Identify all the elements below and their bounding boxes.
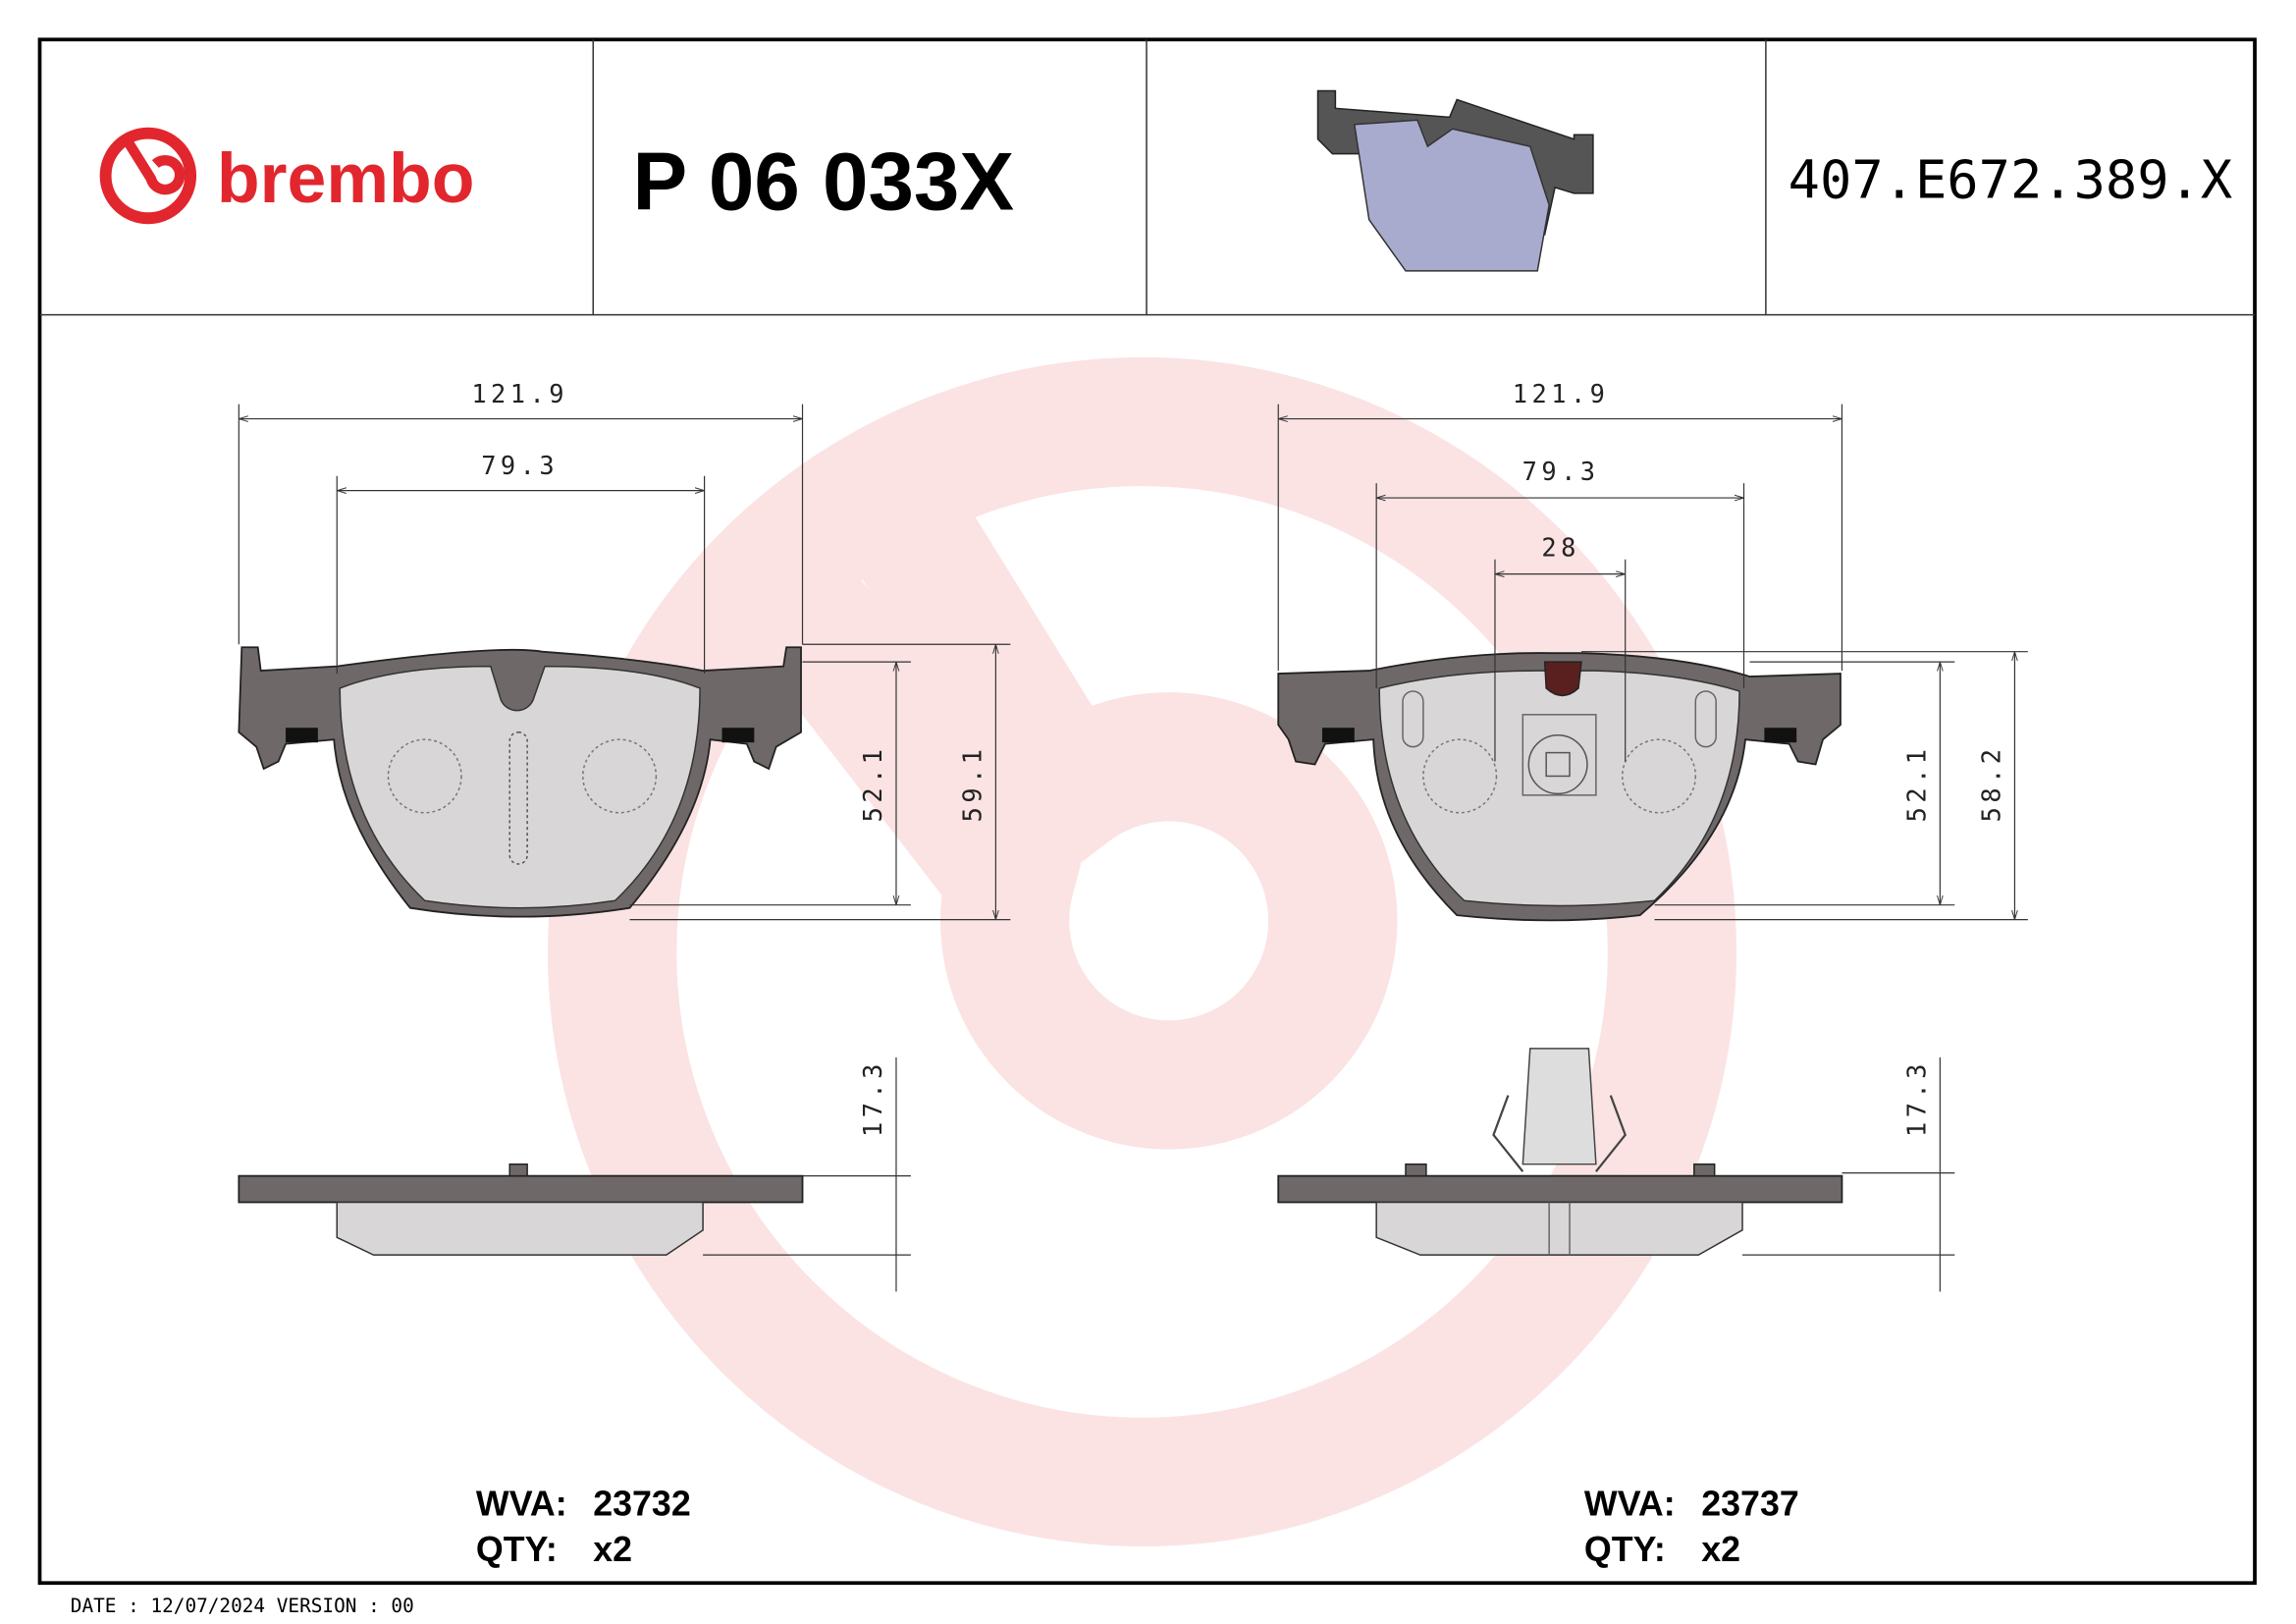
right-thickness: 17.3 (1901, 1059, 1931, 1137)
right-width-friction: 79.3 (1522, 457, 1600, 486)
right-qty-label: QTY: (1584, 1530, 1666, 1569)
left-dimensions (238, 404, 1011, 1292)
right-height-overall: 58.2 (1977, 744, 2006, 822)
left-pad-side-view (238, 1163, 804, 1256)
left-width-overall: 121.9 (471, 379, 568, 408)
left-height-friction: 52.1 (858, 744, 887, 822)
brand-name: brembo (217, 139, 474, 218)
right-sensor-width: 28 (1541, 533, 1579, 563)
date-version: DATE : 12/07/2024 VERSION : 00 (71, 1595, 414, 1617)
right-width-overall: 121.9 (1513, 379, 1610, 408)
right-qty-value: x2 (1701, 1530, 1740, 1569)
right-dimensions (1277, 404, 2028, 1292)
right-pad-front-view (1277, 652, 1842, 922)
left-wva-value: 23732 (593, 1485, 691, 1524)
part-number: P 06 033X (633, 135, 1015, 227)
left-wva-label: WVA: (476, 1485, 567, 1524)
left-thickness: 17.3 (858, 1059, 887, 1137)
right-wva-value: 23737 (1701, 1485, 1799, 1524)
left-pad-front-view (238, 646, 802, 918)
right-pad-side-view (1277, 1048, 1843, 1256)
left-width-friction: 79.3 (481, 451, 559, 480)
right-height-friction: 52.1 (1901, 744, 1931, 822)
left-qty-label: QTY: (476, 1530, 558, 1569)
reference-code: 407.E672.389.X (1789, 148, 2233, 210)
left-height-overall: 59.1 (957, 744, 987, 822)
left-qty-value: x2 (593, 1530, 632, 1569)
right-wva-label: WVA: (1584, 1485, 1676, 1524)
brembo-logo: brembo (99, 127, 474, 225)
brembo-watermark-logo (548, 356, 1737, 1546)
brake-pad-thumbnail (1316, 89, 1594, 272)
